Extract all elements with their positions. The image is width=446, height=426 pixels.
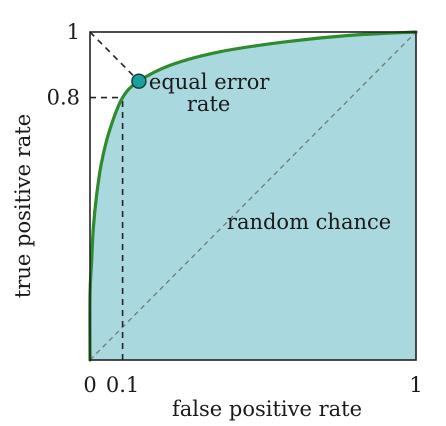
x-tick-label: 0.1 <box>106 373 139 397</box>
equal-error-marker <box>131 73 147 89</box>
x-axis-title: false positive rate <box>172 397 362 421</box>
random-chance-label: random chance <box>227 210 391 234</box>
marker-layer <box>131 73 147 89</box>
equal-error-diagonal-line <box>89 31 140 82</box>
y-tick-label: 0.8 <box>47 86 80 110</box>
y-tick-label: 1 <box>67 20 80 44</box>
x-tick-label: 0 <box>83 373 96 397</box>
x-tick-label: 1 <box>409 373 422 397</box>
roc-curve-line <box>88 30 418 362</box>
equal-error-label-line2: rate <box>187 92 230 116</box>
plot-frame <box>89 31 417 361</box>
y-axis-title: true positive rate <box>11 114 35 298</box>
chart-lines-layer <box>88 30 418 362</box>
tick-labels: 0 0.1 1 0.8 1 <box>47 20 423 397</box>
equal-error-label-line1: equal error <box>149 70 270 94</box>
